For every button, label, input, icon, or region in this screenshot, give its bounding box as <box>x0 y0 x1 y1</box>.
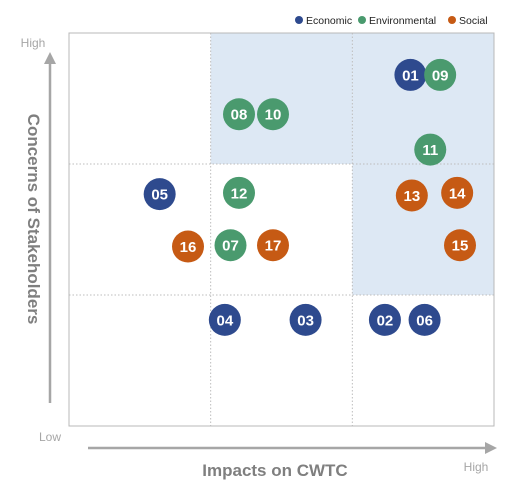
data-point-12: 12 <box>223 176 255 209</box>
y-axis-arrow <box>44 52 56 403</box>
point-marker <box>143 178 176 211</box>
data-point-04: 04 <box>208 303 241 336</box>
point-marker <box>172 230 204 263</box>
point-marker <box>223 98 255 131</box>
data-point-06: 06 <box>408 303 441 336</box>
data-point-14: 14 <box>441 176 474 209</box>
data-point-08: 08 <box>223 98 255 131</box>
point-marker <box>368 303 401 336</box>
highlighted-cells <box>210 33 494 295</box>
point-label: 09 <box>432 67 449 84</box>
data-point-16: 16 <box>172 230 204 263</box>
legend-label: Economic <box>306 15 352 27</box>
x-high-label: High <box>464 460 489 474</box>
point-marker <box>424 58 457 91</box>
data-point-10: 10 <box>257 98 289 131</box>
data-point-17: 17 <box>257 229 289 262</box>
point-label: 16 <box>180 239 197 256</box>
point-label: 08 <box>231 107 248 124</box>
x-axis-arrow <box>88 442 497 454</box>
legend-marker <box>295 16 303 24</box>
point-label: 07 <box>222 238 239 255</box>
point-label: 05 <box>151 187 168 204</box>
point-marker <box>223 176 255 209</box>
data-point-03: 03 <box>289 303 322 336</box>
point-marker <box>441 176 474 209</box>
point-label: 02 <box>377 312 394 329</box>
legend-marker <box>358 16 366 24</box>
data-point-13: 13 <box>395 179 428 212</box>
y-arrow-head <box>44 52 56 64</box>
point-label: 13 <box>403 188 420 205</box>
legend-marker <box>448 16 456 24</box>
highlight-cell <box>352 164 494 295</box>
point-label: 04 <box>216 312 233 329</box>
point-label: 10 <box>265 107 282 124</box>
point-marker <box>208 303 241 336</box>
x-arrow-head <box>485 442 497 454</box>
point-label: 01 <box>402 67 419 84</box>
data-point-07: 07 <box>214 229 247 262</box>
y-axis-title: Concerns of Stakeholders <box>24 114 43 325</box>
y-high-label: High <box>21 36 46 50</box>
point-marker <box>214 229 247 262</box>
data-point-11: 11 <box>414 133 447 166</box>
grid-lines <box>69 33 494 426</box>
point-marker <box>257 98 289 131</box>
legend-label: Environmental <box>369 15 436 27</box>
data-point-01: 01 <box>394 58 427 91</box>
point-label: 15 <box>452 238 469 255</box>
data-point-15: 15 <box>444 229 476 262</box>
x-axis-title: Impacts on CWTC <box>202 461 347 480</box>
point-label: 06 <box>416 312 433 329</box>
data-points: 01 09 08 10 11 05 12 13 14 16 07 17 15 04 03 02 06 <box>143 58 476 336</box>
point-label: 12 <box>231 185 248 202</box>
point-marker <box>408 303 441 336</box>
point-label: 11 <box>422 142 438 159</box>
point-marker <box>394 58 427 91</box>
data-point-05: 05 <box>143 178 176 211</box>
point-label: 14 <box>449 185 466 202</box>
data-point-02: 02 <box>368 303 401 336</box>
point-marker <box>395 179 428 212</box>
legend: Economic Environmental Social <box>295 15 488 27</box>
point-label: 03 <box>297 312 314 329</box>
plot-frame <box>68 32 495 427</box>
data-point-09: 09 <box>424 58 457 91</box>
legend-label: Social <box>459 15 488 27</box>
point-marker <box>289 303 322 336</box>
point-label: 17 <box>265 238 282 255</box>
point-marker <box>444 229 476 262</box>
point-marker <box>414 133 447 166</box>
point-marker <box>257 229 289 262</box>
highlight-cell <box>210 33 353 164</box>
x-low-label: Low <box>39 430 61 444</box>
